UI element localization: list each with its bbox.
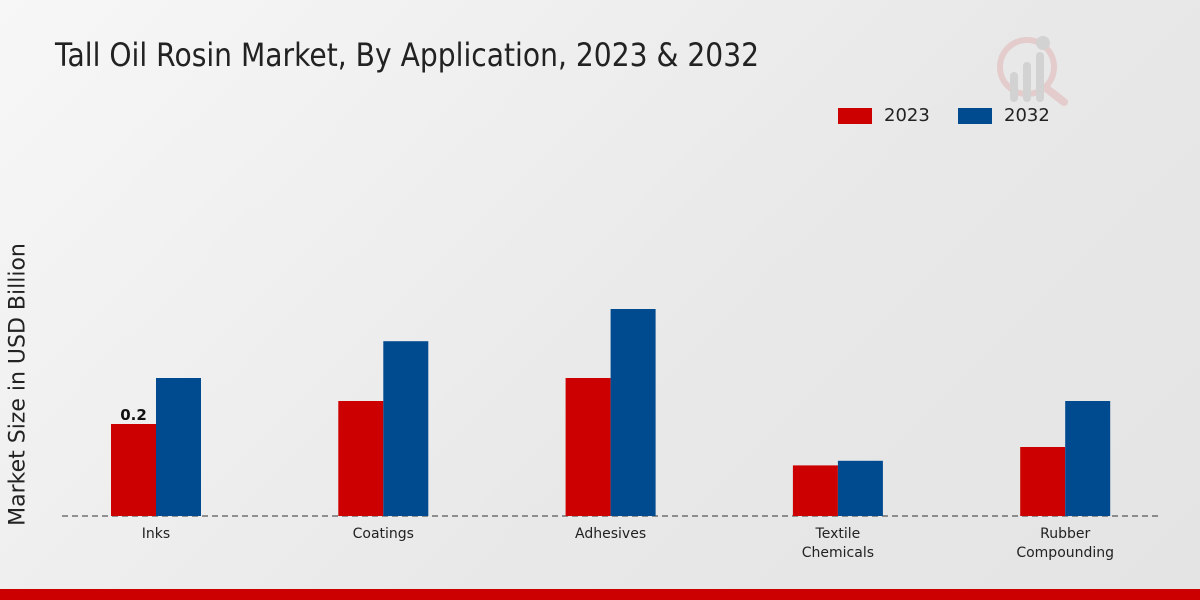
x-tick-label: Textile	[815, 526, 861, 542]
x-tick-label: Coatings	[353, 526, 414, 542]
legend-swatch-2032	[958, 107, 992, 124]
chart-title: Tall Oil Rosin Market, By Application, 2…	[55, 36, 760, 74]
data-label: 0.2	[120, 406, 147, 424]
bar-2023-rubber-compounding	[1020, 447, 1066, 516]
bar-2032-inks	[156, 378, 201, 516]
bar-2023-inks	[111, 424, 156, 516]
x-tick-label: Inks	[142, 526, 170, 542]
bar-2032-rubber-compounding	[1065, 401, 1111, 516]
legend-item-2032: 2032	[958, 105, 1050, 126]
x-tick-label: Compounding	[1016, 545, 1114, 561]
footer-bar	[0, 589, 1200, 600]
x-tick-label: Rubber	[1040, 526, 1090, 542]
bar-2023-adhesives	[565, 378, 611, 516]
bar-2023-textile-chemicals	[792, 465, 838, 516]
legend-label: 2023	[884, 105, 930, 126]
legend-item-2023: 2023	[838, 105, 930, 126]
bar-2032-textile-chemicals	[837, 460, 883, 516]
bar-2032-adhesives	[610, 309, 656, 516]
bar-2032-coatings	[383, 341, 429, 516]
legend-label: 2032	[1004, 105, 1050, 126]
x-tick-label: Adhesives	[575, 526, 646, 542]
x-tick-label: Chemicals	[802, 545, 874, 561]
legend-swatch-2023	[838, 107, 872, 124]
bar-2023-coatings	[338, 401, 384, 516]
logo-watermark	[997, 36, 1068, 106]
